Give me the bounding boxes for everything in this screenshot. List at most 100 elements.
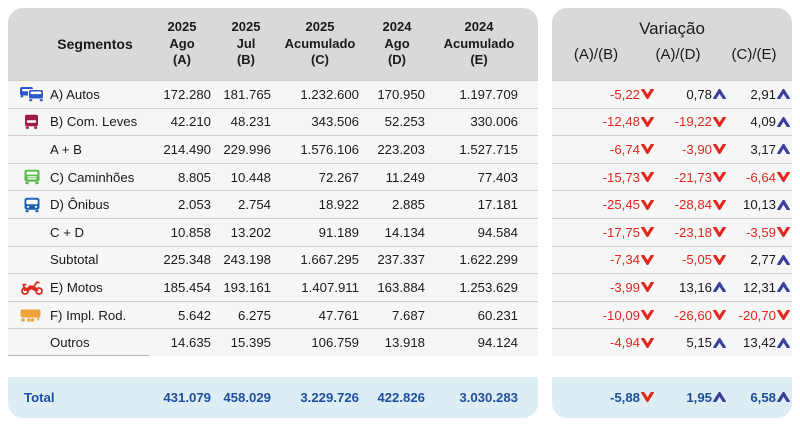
- table-row: Subtotal 225.348 243.198 1.667.295 237.337 1.…: [8, 245, 538, 274]
- up-arrow-icon: [713, 392, 726, 403]
- variation-cell: 2,91: [728, 87, 792, 102]
- variation-value: 13,16: [678, 279, 712, 295]
- variation-row: -25,45 -28,84 10,13: [552, 190, 792, 218]
- variation-row: -15,73 -21,73 -6,64: [552, 162, 792, 191]
- value-cell: 13.202: [230, 224, 271, 240]
- down-arrow-icon: [641, 172, 654, 183]
- trailer-icon: [18, 307, 46, 323]
- variation-value: -19,22: [674, 114, 712, 130]
- header-letter: (E): [470, 52, 488, 68]
- production-table-panel: Segmentos 2025 Ago (A) 2025 Jul (B) 2025…: [8, 8, 538, 418]
- total-value-cell: 431.079: [163, 389, 211, 405]
- variation-cell: -3,59: [728, 225, 792, 240]
- variation-row: -4,94 5,15 13,42: [552, 328, 792, 356]
- variation-row: -10,09 -26,60 -20,70: [552, 300, 792, 329]
- up-arrow-icon: [777, 254, 790, 265]
- value-cell: 172.280: [163, 86, 211, 102]
- value-cell: 1.576.106: [300, 141, 359, 157]
- van-icon: [18, 114, 46, 130]
- no-icon: [18, 224, 46, 240]
- segment-label: Subtotal: [50, 252, 99, 268]
- value-cell: 72.267: [318, 169, 359, 185]
- header-month: Jul: [236, 35, 256, 51]
- no-icon: [18, 335, 46, 351]
- segment-label: Outros: [50, 335, 90, 351]
- down-arrow-icon: [641, 282, 654, 293]
- variation-value: -5,05: [681, 252, 712, 268]
- value-cell: 214.490: [163, 141, 211, 157]
- header-letter: (D): [387, 52, 407, 68]
- variation-column-header-ab: (A)/(B): [573, 46, 619, 63]
- header-month: Acumulado: [443, 35, 515, 51]
- variation-row: -6,74 -3,90 3,17: [552, 135, 792, 163]
- up-arrow-icon: [777, 116, 790, 127]
- variation-title: Variação: [639, 19, 705, 38]
- value-cell: 14.134: [384, 224, 425, 240]
- table-row: E) Motos 185.454 193.161 1.407.911 163.884 1.…: [8, 273, 538, 301]
- table-row: B) Com. Leves 42.210 48.231 343.506 52.253 33…: [8, 107, 538, 136]
- value-cell: 10.858: [170, 224, 211, 240]
- value-cell: 60.231: [477, 307, 518, 323]
- value-cell: 2.885: [391, 197, 425, 213]
- up-arrow-icon: [713, 282, 726, 293]
- down-arrow-icon: [713, 227, 726, 238]
- variation-cell: 2,77: [728, 252, 792, 267]
- value-cell: 1.232.600: [300, 86, 359, 102]
- segments-column-header: Segmentos: [57, 36, 133, 52]
- segment-label: D) Ônibus: [50, 197, 110, 213]
- value-cell: 2.053: [177, 197, 211, 213]
- up-arrow-icon: [713, 89, 726, 100]
- variation-cell: 5,15: [656, 335, 728, 350]
- variation-cell: -3,99: [552, 280, 656, 295]
- variation-cell: -21,73: [656, 170, 728, 185]
- variation-cell: -15,73: [552, 170, 656, 185]
- variation-value: -28,84: [674, 197, 712, 213]
- value-cell: 91.189: [318, 224, 359, 240]
- variation-header: Variação (A)/(B) (A)/(D) (C)/(E): [552, 8, 792, 80]
- header-year: 2024: [464, 19, 494, 35]
- up-arrow-icon: [777, 144, 790, 155]
- variation-cell: -12,48: [552, 114, 656, 129]
- variation-cell: -10,09: [552, 308, 656, 323]
- value-cell: 229.996: [223, 141, 271, 157]
- value-cell: 7.687: [391, 307, 425, 323]
- variation-cell: 6,58: [728, 390, 792, 405]
- down-arrow-icon: [641, 337, 654, 348]
- variation-cell: 13,42: [728, 335, 792, 350]
- value-cell: 18.922: [318, 197, 359, 213]
- variation-value: -6,64: [745, 169, 776, 185]
- value-cell: 225.348: [163, 252, 211, 268]
- variation-cell: 13,16: [656, 280, 728, 295]
- value-cell: 1.407.911: [301, 279, 359, 295]
- down-arrow-icon: [713, 172, 726, 183]
- variation-cell: -6,64: [728, 170, 792, 185]
- variation-cell: 0,78: [656, 87, 728, 102]
- value-cell: 1.667.295: [300, 252, 359, 268]
- variation-cell: -19,22: [656, 114, 728, 129]
- total-value-cell: 3.030.283: [459, 389, 518, 405]
- header-letter: (A): [172, 52, 192, 68]
- variation-row: -12,48 -19,22 4,09: [552, 107, 792, 136]
- value-cell: 237.337: [377, 252, 425, 268]
- value-cell: 1.253.629: [459, 279, 518, 295]
- down-arrow-icon: [713, 144, 726, 155]
- motorcycle-icon: [18, 279, 46, 295]
- value-cell: 223.203: [377, 141, 425, 157]
- value-cell: 47.761: [318, 307, 359, 323]
- table-row: A + B 214.490 229.996 1.576.106 223.203 1.527…: [8, 135, 538, 163]
- value-cell: 193.161: [223, 279, 271, 295]
- variation-value: -5,22: [609, 86, 640, 102]
- value-cell: 17.181: [477, 197, 518, 213]
- up-arrow-icon: [713, 337, 726, 348]
- down-arrow-icon: [641, 254, 654, 265]
- down-arrow-icon: [641, 116, 654, 127]
- variation-cell: -28,84: [656, 197, 728, 212]
- segment-cell: E) Motos: [8, 279, 148, 295]
- total-value-cell: 3.229.726: [300, 389, 359, 405]
- variation-cell: -20,70: [728, 308, 792, 323]
- variation-column-header-ad: (A)/(D): [655, 46, 701, 63]
- segment-cell: F) Impl. Rod.: [8, 307, 148, 323]
- value-cell: 1.527.715: [459, 141, 518, 157]
- total-value-cell: 422.826: [377, 389, 425, 405]
- segment-label: A) Autos: [50, 86, 100, 102]
